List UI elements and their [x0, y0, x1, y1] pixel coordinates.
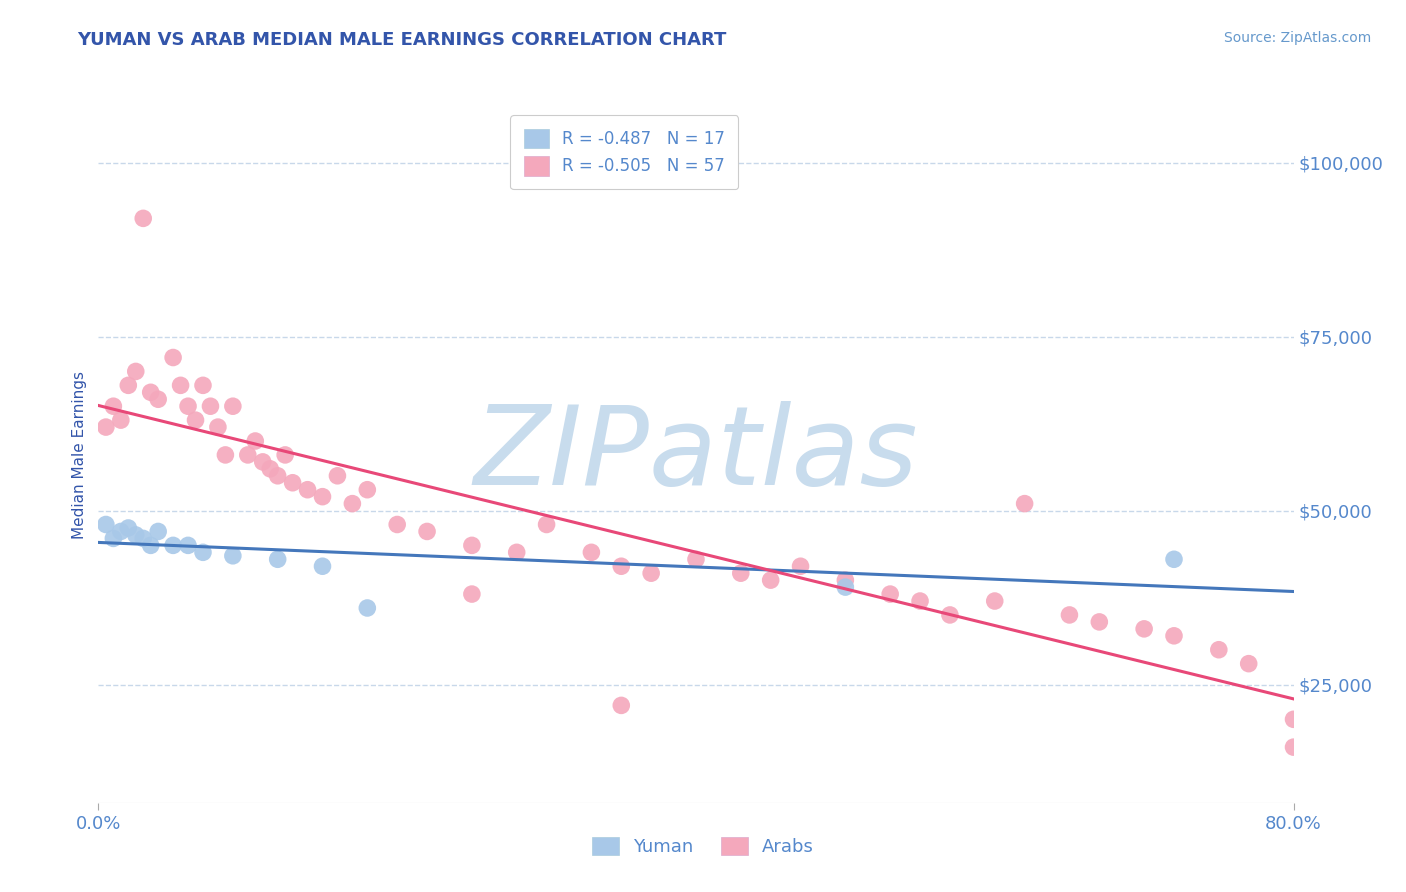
Point — [834, 580, 856, 594]
Point — [169, 378, 191, 392]
Point — [759, 573, 782, 587]
Point — [184, 413, 207, 427]
Point — [610, 559, 633, 574]
Point — [103, 532, 125, 546]
Point — [139, 538, 162, 552]
Point — [177, 399, 200, 413]
Point — [461, 538, 484, 552]
Point — [356, 483, 378, 497]
Point — [110, 413, 132, 427]
Point — [132, 211, 155, 226]
Point — [356, 601, 378, 615]
Point — [200, 399, 222, 413]
Point — [117, 521, 139, 535]
Text: ZIPatlas: ZIPatlas — [474, 401, 918, 508]
Text: YUMAN VS ARAB MEDIAN MALE EARNINGS CORRELATION CHART: YUMAN VS ARAB MEDIAN MALE EARNINGS CORRE… — [77, 31, 727, 49]
Point — [834, 573, 856, 587]
Point — [214, 448, 236, 462]
Legend: R = -0.487   N = 17, R = -0.505   N = 57: R = -0.487 N = 17, R = -0.505 N = 57 — [510, 115, 738, 189]
Point — [245, 434, 267, 448]
Point — [125, 364, 148, 378]
Point — [536, 517, 558, 532]
Point — [1133, 622, 1156, 636]
Point — [385, 517, 409, 532]
Point — [148, 392, 170, 407]
Point — [1163, 552, 1185, 566]
Point — [94, 420, 117, 434]
Point — [311, 559, 333, 574]
Point — [610, 698, 633, 713]
Point — [640, 566, 662, 581]
Point — [191, 378, 214, 392]
Point — [908, 594, 931, 608]
Y-axis label: Median Male Earnings: Median Male Earnings — [72, 371, 87, 539]
Point — [1014, 497, 1036, 511]
Point — [1282, 740, 1305, 755]
Point — [222, 549, 245, 563]
Text: Source: ZipAtlas.com: Source: ZipAtlas.com — [1223, 31, 1371, 45]
Point — [191, 545, 214, 559]
Point — [1208, 642, 1230, 657]
Point — [103, 399, 125, 413]
Point — [939, 607, 962, 622]
Point — [259, 462, 281, 476]
Point — [297, 483, 319, 497]
Point — [1282, 712, 1305, 726]
Point — [110, 524, 132, 539]
Point — [984, 594, 1007, 608]
Point — [252, 455, 274, 469]
Point — [139, 385, 162, 400]
Point — [207, 420, 229, 434]
Point — [581, 545, 603, 559]
Point — [1163, 629, 1185, 643]
Point — [125, 528, 148, 542]
Point — [162, 538, 184, 552]
Point — [326, 468, 349, 483]
Point — [506, 545, 529, 559]
Point — [162, 351, 184, 365]
Point — [132, 532, 155, 546]
Point — [311, 490, 333, 504]
Point — [267, 552, 290, 566]
Legend: Yuman, Arabs: Yuman, Arabs — [583, 828, 823, 865]
Point — [1059, 607, 1081, 622]
Point — [281, 475, 304, 490]
Point — [117, 378, 139, 392]
Point — [236, 448, 259, 462]
Point — [274, 448, 297, 462]
Point — [267, 468, 290, 483]
Point — [342, 497, 364, 511]
Point — [789, 559, 811, 574]
Point — [1237, 657, 1260, 671]
Point — [222, 399, 245, 413]
Point — [177, 538, 200, 552]
Point — [416, 524, 439, 539]
Point — [1088, 615, 1111, 629]
Point — [94, 517, 117, 532]
Point — [730, 566, 752, 581]
Point — [685, 552, 707, 566]
Point — [461, 587, 484, 601]
Point — [148, 524, 170, 539]
Point — [879, 587, 901, 601]
